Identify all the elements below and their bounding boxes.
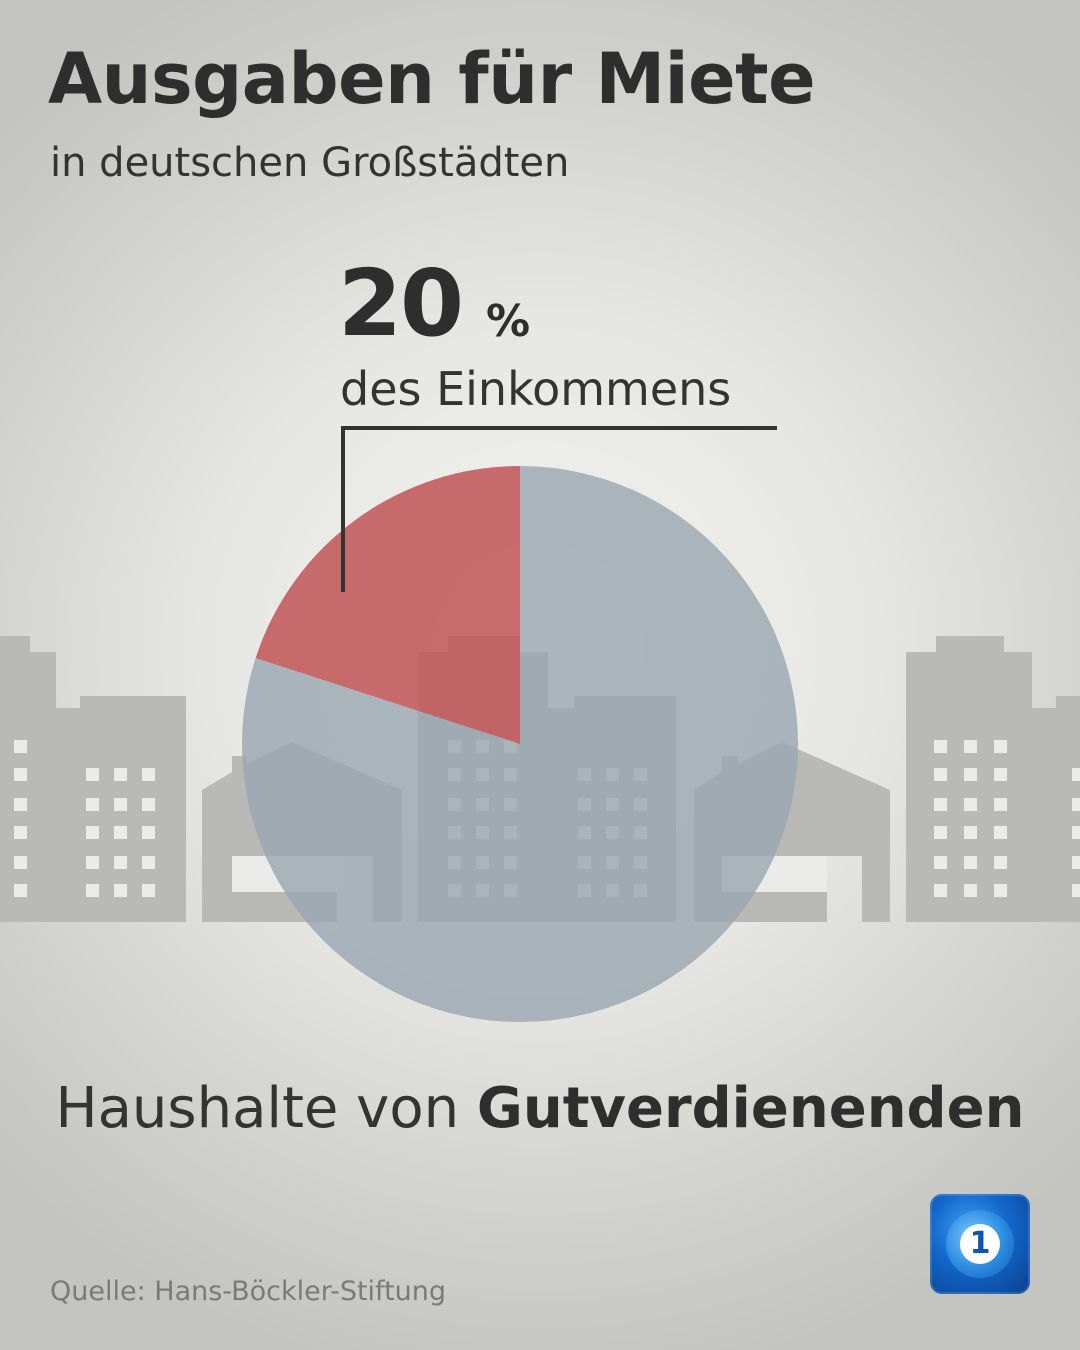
building-right-tower [906,636,1080,922]
building-window [964,856,977,869]
building-window [964,826,977,839]
pie-slice-highlight [255,466,520,744]
building-window [934,740,947,753]
highlight-unit: % [486,296,531,347]
building-window [14,740,27,753]
building-window [994,740,1007,753]
building-window [964,798,977,811]
group-label-emphasis: Gutverdienenden [476,1076,1025,1141]
building-window [142,884,155,897]
group-label-prefix: Haushalte von [55,1076,477,1141]
building-window [934,768,947,781]
slice-label: des Einkommens [340,362,732,416]
building-window [142,826,155,839]
highlight-value: 20 [338,250,464,357]
building-window [994,768,1007,781]
building-window [1072,856,1080,869]
pie-slice-rest [242,466,799,1022]
building-window [964,740,977,753]
building-window [14,826,27,839]
logo-glyph: 1 [960,1224,1000,1264]
source-note: Quelle: Hans-Böckler-Stiftung [50,1276,447,1307]
pie-slices [242,466,799,1022]
building-window [14,768,27,781]
building-window [934,826,947,839]
callout-leader-line [341,426,777,592]
building-window [14,798,27,811]
building-window [994,826,1007,839]
building-window [114,768,127,781]
building-window [934,884,947,897]
building-window [114,798,127,811]
tagesschau-logo-icon: 1 [930,1194,1030,1294]
group-label: Haushalte von Gutverdienenden [0,1076,1080,1141]
building-window [86,798,99,811]
building-window [994,798,1007,811]
chart-subtitle: in deutschen Großstädten [50,140,570,186]
building-window [14,856,27,869]
building-window [964,768,977,781]
building-window [1072,884,1080,897]
building-window [964,884,977,897]
building-window [86,884,99,897]
chart-title: Ausgaben für Miete [48,38,816,120]
building-window [114,826,127,839]
building-window [142,768,155,781]
building-window [86,826,99,839]
building-window [934,856,947,869]
building-window [1072,768,1080,781]
building-window [86,856,99,869]
building-window [114,856,127,869]
building-window [114,884,127,897]
building-window [994,856,1007,869]
building-window [1072,798,1080,811]
building-window [1072,826,1080,839]
building-window [86,768,99,781]
building-window [142,798,155,811]
building-window [142,856,155,869]
building-window [934,798,947,811]
building-window [994,884,1007,897]
building-window [14,884,27,897]
